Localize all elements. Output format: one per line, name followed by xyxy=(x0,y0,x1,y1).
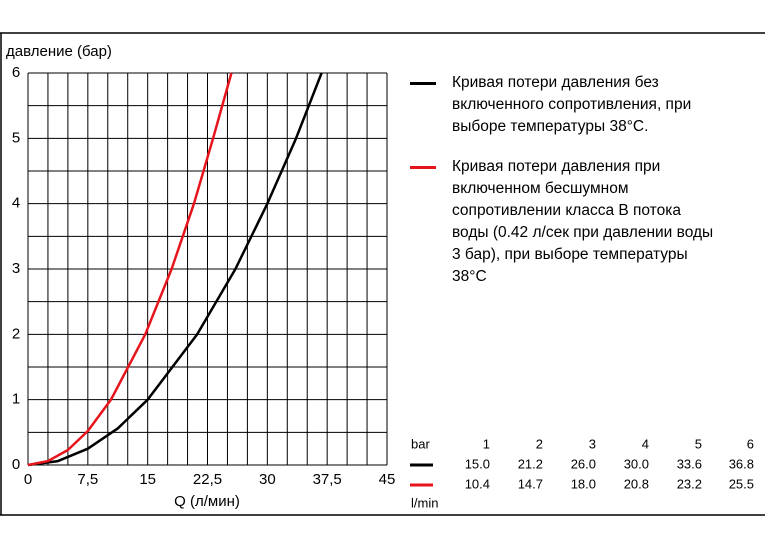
x-tick-label: 37,5 xyxy=(313,471,342,488)
table-column: 1 xyxy=(483,436,490,451)
y-axis-label: давление (бар) xyxy=(6,43,112,60)
table-column: 3 xyxy=(589,436,596,451)
table-column: 2 xyxy=(536,436,543,451)
y-tick-label: 0 xyxy=(12,456,20,473)
table-cell: 14.7 xyxy=(518,476,543,491)
table-cell: 25.5 xyxy=(729,476,754,491)
legend-swatch xyxy=(410,166,436,169)
x-tick-label: 7,5 xyxy=(77,471,98,488)
table-cell: 30.0 xyxy=(624,456,649,471)
y-tick-label: 2 xyxy=(12,325,20,342)
x-tick-label: 30 xyxy=(259,471,276,488)
legend-label: Кривая потери давления без включенного с… xyxy=(452,74,692,135)
table-cell: 33.6 xyxy=(677,456,702,471)
table-header: bar xyxy=(411,436,430,451)
table-cell: 26.0 xyxy=(571,456,596,471)
x-tick-label: 15 xyxy=(139,471,156,488)
table-column: 5 xyxy=(695,436,702,451)
table-cell: 23.2 xyxy=(677,476,702,491)
series-line xyxy=(27,72,323,467)
table-cell: 10.4 xyxy=(465,476,490,491)
legend-entry: Кривая потери давления при включенном бе… xyxy=(410,156,720,288)
series-line xyxy=(27,72,233,467)
legend-label: Кривая потери давления при включенном бе… xyxy=(452,158,714,285)
table-column: 6 xyxy=(747,436,754,451)
x-axis-label: Q (л/мин) xyxy=(174,493,240,510)
table-cell: 21.2 xyxy=(518,456,543,471)
x-tick-label: 45 xyxy=(379,471,396,488)
table-cell: 15.0 xyxy=(465,456,490,471)
legend-entry: Кривая потери давления без включенного с… xyxy=(410,72,720,138)
table-column: 4 xyxy=(642,436,649,451)
y-tick-label: 3 xyxy=(12,260,20,277)
table-cell: 18.0 xyxy=(571,476,596,491)
y-tick-label: 1 xyxy=(12,391,20,408)
y-tick-label: 4 xyxy=(12,195,20,212)
legend-swatch xyxy=(410,82,436,85)
table-cell: 36.8 xyxy=(729,456,754,471)
y-tick-label: 6 xyxy=(12,64,20,81)
x-tick-label: 0 xyxy=(24,471,32,488)
table-cell: 20.8 xyxy=(624,476,649,491)
table-footer: l/min xyxy=(411,495,438,510)
x-tick-label: 22,5 xyxy=(193,471,222,488)
y-tick-label: 5 xyxy=(12,129,20,146)
